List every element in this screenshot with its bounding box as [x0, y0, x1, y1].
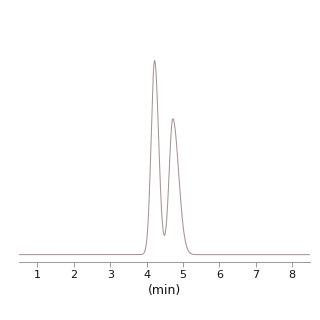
X-axis label: (min): (min) [148, 284, 181, 297]
